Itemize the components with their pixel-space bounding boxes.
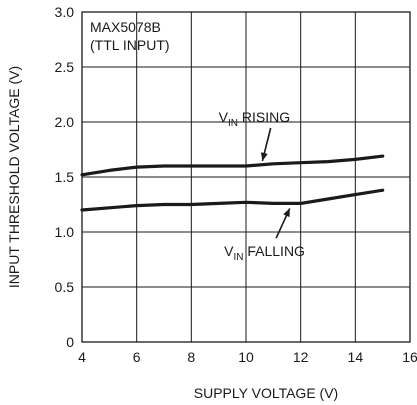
- chart-title-line-1: MAX5078B: [90, 19, 161, 35]
- x-tick-label: 8: [187, 349, 195, 365]
- label-rest: FALLING: [243, 243, 304, 259]
- y-tick-label: 1.5: [55, 169, 75, 185]
- chart-title-line-2: (TTL INPUT): [90, 37, 170, 53]
- series-label-rising: VIN RISING: [219, 109, 290, 129]
- label-v: V: [219, 109, 229, 125]
- x-tick-label: 14: [348, 349, 364, 365]
- y-tick-label: 0: [66, 334, 74, 350]
- y-tick-label: 2.0: [55, 114, 75, 130]
- x-tick-label: 6: [133, 349, 141, 365]
- series-line-rising: [80, 154, 385, 177]
- y-axis-label: INPUT THRESHOLD VOLTAGE (V): [6, 66, 22, 288]
- series-line-falling: [80, 188, 385, 212]
- plot-frame: [81, 11, 411, 343]
- x-tick-label: 10: [238, 349, 254, 365]
- svg-text:VIN FALLING: VIN FALLING: [224, 243, 305, 263]
- x-tick-label: 4: [78, 349, 86, 365]
- arrow-head: [260, 152, 268, 161]
- x-axis-label: SUPPLY VOLTAGE (V): [194, 385, 338, 401]
- label-sub-in: IN: [228, 118, 238, 129]
- series-group: [80, 154, 385, 212]
- label-sub-in: IN: [233, 252, 243, 263]
- arrow-head: [283, 208, 290, 218]
- y-tick-label: 0.5: [55, 279, 75, 295]
- grid-lines: [82, 12, 410, 342]
- y-tick-label: 3.0: [55, 4, 75, 20]
- label-rest: RISING: [238, 109, 290, 125]
- label-v: V: [224, 243, 234, 259]
- tick-labels: 4 6 8 10 12 14 16 0 0.5 1.0 1.5 2.0 2.5 3.0: [55, 4, 417, 365]
- svg-text:VIN RISING: VIN RISING: [219, 109, 290, 129]
- series-label-falling: VIN FALLING: [224, 243, 305, 263]
- y-tick-label: 2.5: [55, 59, 75, 75]
- y-tick-label: 1.0: [55, 224, 75, 240]
- x-tick-label: 16: [402, 349, 417, 365]
- x-tick-label: 12: [293, 349, 309, 365]
- annotation-arrows: [260, 127, 291, 239]
